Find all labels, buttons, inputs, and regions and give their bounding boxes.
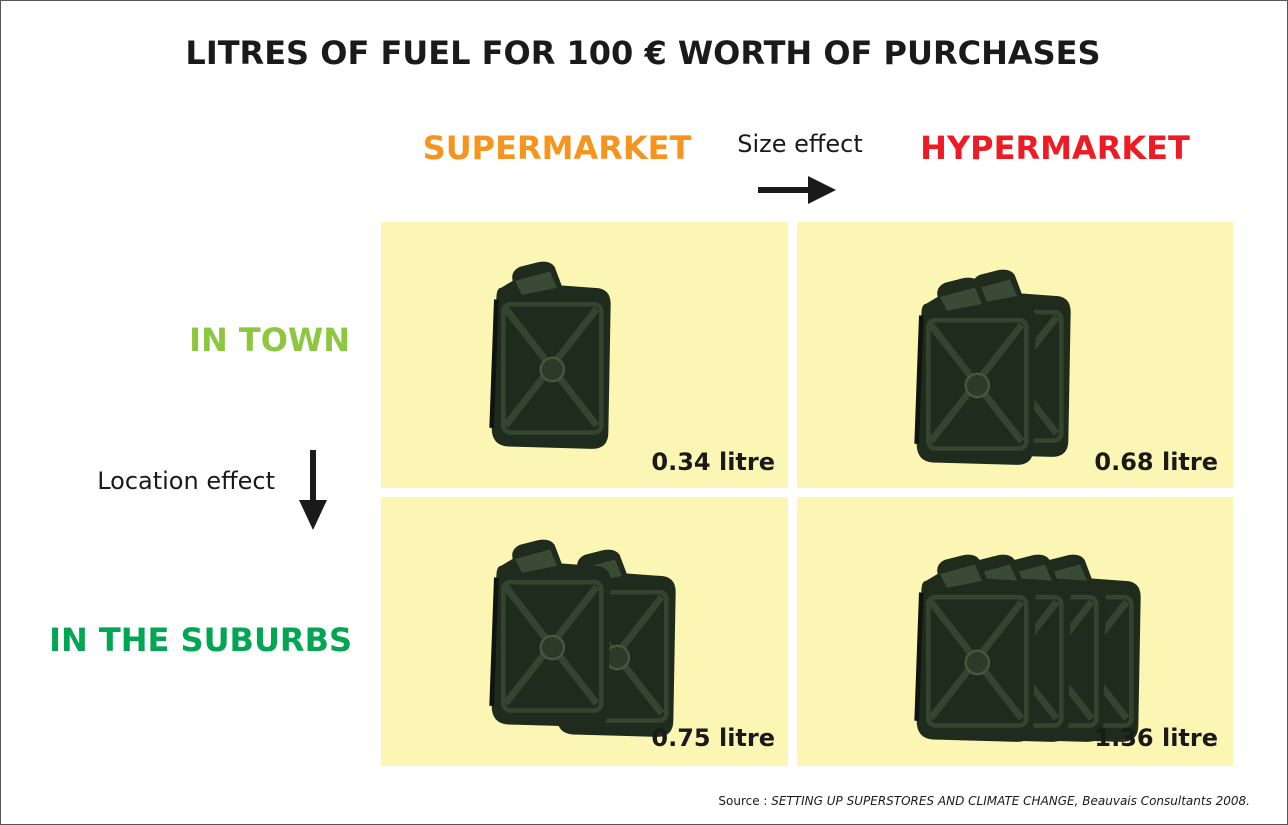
infographic: LITRES OF FUEL FOR 100 € WORTH OF PURCHA… — [0, 0, 1288, 825]
location-effect-label: Location effect — [97, 467, 275, 495]
source: Source : SETTING UP SUPERSTORES AND CLIM… — [718, 794, 1250, 808]
cell-value: 0.75 litre — [651, 724, 775, 752]
column-header: HYPERMARKET — [920, 129, 1190, 167]
cell-value: 0.68 litre — [1094, 448, 1218, 476]
size-effect-label: Size effect — [737, 130, 863, 158]
title: LITRES OF FUEL FOR 100 € WORTH OF PURCHA… — [185, 34, 1100, 72]
source-label: Source : — [718, 794, 767, 808]
cell-value: 0.34 litre — [651, 448, 775, 476]
column-header: SUPERMARKET — [423, 129, 692, 167]
row-header: IN TOWN — [189, 321, 350, 359]
row-header: IN THE SUBURBS — [49, 621, 352, 659]
source-text: SETTING UP SUPERSTORES AND CLIMATE CHANG… — [771, 794, 1250, 808]
cell-value: 1.36 litre — [1094, 724, 1218, 752]
